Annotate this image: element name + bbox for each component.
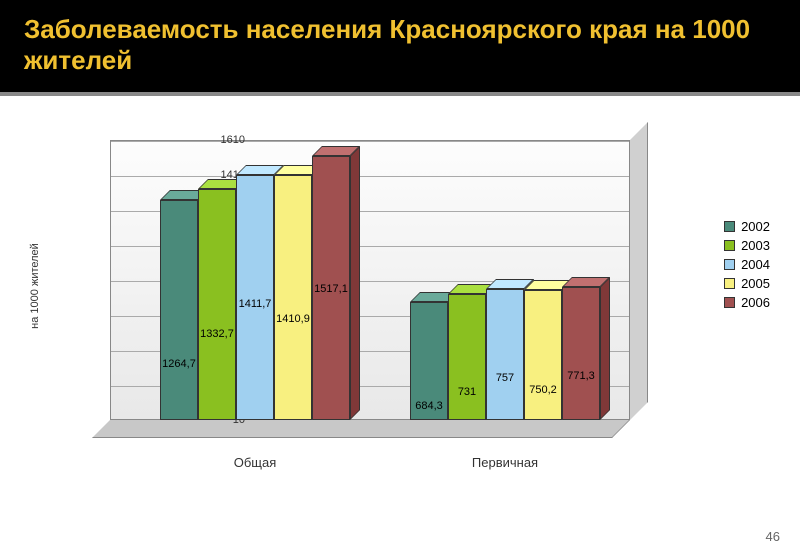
bar: 757 (486, 289, 524, 420)
bar: 1264,7 (160, 200, 198, 420)
slide-title: Заболеваемость населения Красноярского к… (24, 14, 776, 76)
bar: 1332,7 (198, 189, 236, 420)
legend-item: 2006 (724, 295, 770, 310)
legend-item: 2003 (724, 238, 770, 253)
legend-label: 2005 (741, 276, 770, 291)
bar-value-label: 731 (448, 386, 486, 398)
legend-swatch (724, 278, 735, 289)
bar: 684,3 (410, 302, 448, 420)
gridline (111, 176, 629, 177)
bar: 1411,7 (236, 175, 274, 420)
legend-swatch (724, 221, 735, 232)
category-label: Общая (160, 455, 350, 470)
legend-item: 2002 (724, 219, 770, 234)
bar: 1517,1 (312, 156, 350, 420)
legend-label: 2006 (741, 295, 770, 310)
legend-swatch (724, 297, 735, 308)
y-tick-label: 1610 (195, 134, 245, 146)
bar-value-label: 1410,9 (274, 313, 312, 325)
bar-chart: на 1000 жителей 102104106108101010121014… (30, 130, 770, 500)
legend-label: 2002 (741, 219, 770, 234)
bar-value-label: 750,2 (524, 384, 562, 396)
chart-3d-wall (630, 122, 648, 420)
title-bar: Заболеваемость населения Красноярского к… (0, 0, 800, 96)
bar-value-label: 1517,1 (312, 283, 350, 295)
bar-value-label: 1264,7 (160, 358, 198, 370)
chart-3d-floor (92, 420, 630, 438)
legend-label: 2003 (741, 238, 770, 253)
bar-value-label: 684,3 (410, 400, 448, 412)
category-label: Первичная (410, 455, 600, 470)
legend: 2002 2003 2004 2005 2006 (724, 215, 770, 314)
y-axis-label: на 1000 жителей (29, 243, 41, 329)
legend-swatch (724, 259, 735, 270)
bar-value-label: 771,3 (562, 370, 600, 382)
legend-item: 2004 (724, 257, 770, 272)
bar: 1410,9 (274, 175, 312, 420)
legend-swatch (724, 240, 735, 251)
bar: 731 (448, 294, 486, 420)
page-number: 46 (766, 529, 780, 544)
legend-item: 2005 (724, 276, 770, 291)
bar-value-label: 1411,7 (236, 298, 274, 310)
gridline (111, 141, 629, 142)
bar-value-label: 757 (486, 372, 524, 384)
legend-label: 2004 (741, 257, 770, 272)
bar: 750,2 (524, 290, 562, 420)
bar-value-label: 1332,7 (198, 328, 236, 340)
bar: 771,3 (562, 287, 600, 420)
